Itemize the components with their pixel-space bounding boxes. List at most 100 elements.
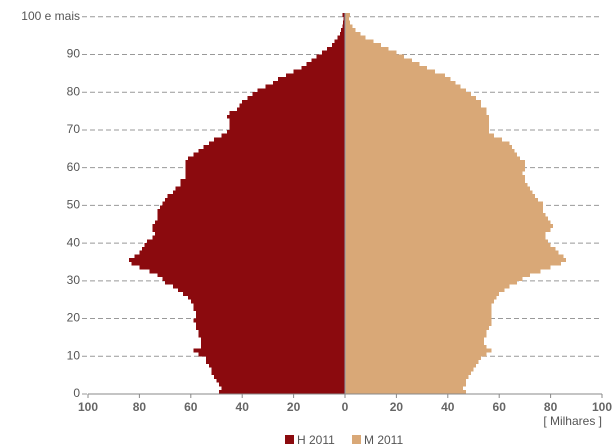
bar	[216, 378, 345, 383]
bar	[345, 284, 510, 289]
bar	[321, 50, 345, 55]
bar	[345, 107, 487, 112]
bar	[345, 261, 561, 266]
bar	[345, 303, 492, 308]
bar	[345, 250, 559, 255]
bar	[345, 352, 487, 357]
bar	[221, 133, 345, 138]
bar	[345, 171, 523, 176]
bar	[345, 311, 492, 315]
bar	[201, 341, 345, 345]
bar	[343, 16, 345, 21]
bar	[165, 280, 345, 285]
bar	[134, 254, 345, 259]
bar	[301, 65, 345, 70]
bar	[211, 367, 345, 372]
bar	[345, 363, 477, 368]
bar	[206, 356, 345, 361]
bar	[343, 20, 345, 25]
bar	[342, 24, 345, 29]
bar	[208, 363, 345, 368]
bar	[345, 292, 500, 296]
bar	[162, 277, 345, 281]
bar	[332, 43, 345, 47]
bar	[185, 175, 345, 179]
bar	[345, 269, 541, 274]
x-tick-label: 100	[592, 400, 612, 414]
bar	[252, 92, 345, 96]
bar	[345, 50, 397, 55]
bar	[345, 333, 487, 338]
bar	[345, 178, 525, 183]
bar	[195, 311, 345, 315]
bar	[229, 118, 345, 123]
x-tick-label: 20	[390, 400, 404, 414]
bar	[345, 80, 456, 85]
bar	[152, 228, 345, 232]
bar	[345, 201, 543, 206]
x-tick-label: 0	[342, 400, 349, 414]
bar	[345, 390, 466, 394]
bar	[345, 326, 489, 330]
bar	[203, 145, 345, 149]
bar	[345, 235, 546, 240]
bar	[188, 295, 345, 300]
y-tick-label: 90	[67, 47, 81, 61]
bar	[311, 58, 345, 63]
bar	[345, 126, 489, 130]
bar	[183, 292, 345, 296]
x-tick-label: 80	[133, 400, 147, 414]
bar	[147, 239, 345, 244]
bar	[345, 371, 471, 376]
bar	[345, 152, 518, 157]
bar	[345, 54, 405, 59]
bar	[306, 62, 345, 66]
bar	[345, 65, 428, 70]
bar	[265, 84, 345, 89]
bar	[167, 194, 345, 198]
bar	[345, 246, 556, 251]
bar	[345, 258, 567, 262]
bar	[221, 386, 345, 391]
bar	[345, 228, 551, 232]
bar	[185, 160, 345, 164]
bar	[345, 375, 469, 379]
bar	[345, 212, 546, 217]
bar	[345, 145, 513, 149]
legend-label: M 2011	[364, 433, 403, 447]
bar	[237, 107, 345, 112]
y-tick-label: 20	[67, 311, 81, 325]
bar	[229, 126, 345, 130]
bar	[345, 348, 492, 353]
bar	[154, 220, 345, 225]
bar	[345, 209, 543, 213]
y-tick-label: 80	[67, 84, 81, 98]
bar	[345, 273, 531, 278]
bar	[172, 284, 345, 289]
bar	[193, 307, 345, 312]
bar	[345, 194, 536, 198]
bar	[345, 288, 505, 293]
bar	[345, 322, 492, 327]
bar	[345, 114, 489, 119]
bar	[345, 13, 351, 17]
bar	[229, 122, 345, 127]
bar	[345, 356, 482, 361]
bar	[345, 73, 446, 78]
bar	[345, 243, 551, 247]
bar	[345, 186, 531, 191]
bar	[193, 348, 345, 353]
bar	[345, 175, 525, 179]
bar	[345, 182, 528, 187]
legend-label: H 2011	[297, 433, 335, 447]
bar	[345, 254, 564, 259]
legend-swatch	[352, 435, 361, 444]
bar	[152, 235, 345, 240]
bar	[242, 99, 345, 104]
bar	[131, 261, 345, 266]
bar	[345, 28, 356, 32]
y-tick-label: 30	[67, 273, 81, 287]
bar	[185, 171, 345, 176]
